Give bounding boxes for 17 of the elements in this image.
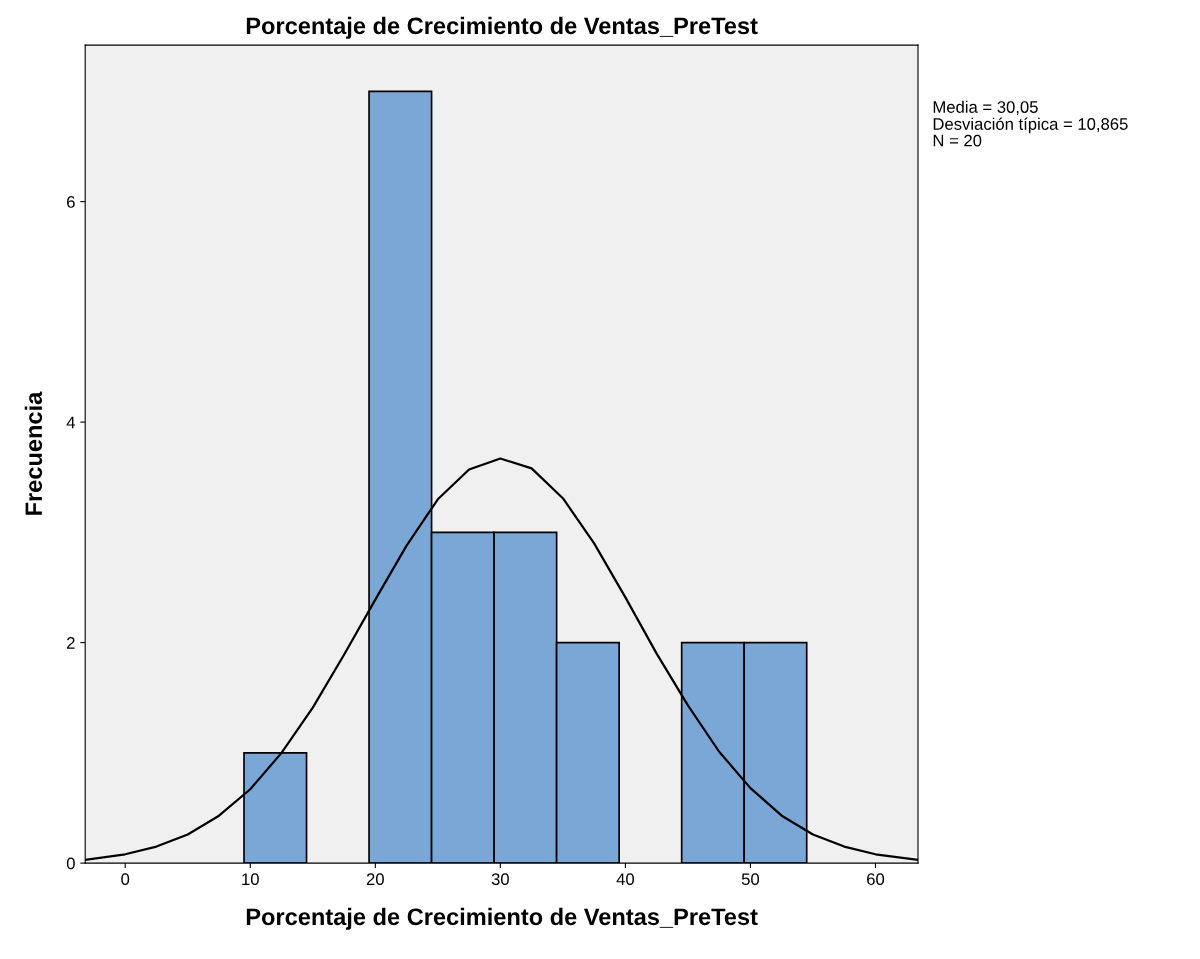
x-tick-label: 20 bbox=[366, 873, 384, 886]
y-tick-label: 4 bbox=[66, 416, 75, 429]
x-tick-label: 0 bbox=[121, 873, 130, 886]
y-tick-label: 2 bbox=[67, 637, 75, 649]
x-tick-label: 10 bbox=[242, 873, 259, 886]
y-tick-label: 0 bbox=[66, 857, 75, 870]
x-tick-label: 30 bbox=[491, 873, 509, 886]
text: N = 20 bbox=[933, 134, 982, 147]
chart-title: Porcentaje de Crecimiento de Ventas_PreTest bbox=[246, 16, 758, 39]
x-tick-label: 50 bbox=[741, 873, 760, 886]
y-axis-title: Frecuencia bbox=[24, 391, 43, 515]
x-tick-label: 60 bbox=[867, 873, 885, 886]
text: Desviación típica = 10,865 bbox=[933, 117, 1128, 134]
text: Media = 30,05 bbox=[933, 100, 1038, 115]
x-axis-title: Porcentaje de Crecimiento de Ventas_PreTest bbox=[246, 907, 758, 930]
x-tick-label: 40 bbox=[616, 873, 635, 886]
y-tick-label: 6 bbox=[67, 196, 75, 208]
